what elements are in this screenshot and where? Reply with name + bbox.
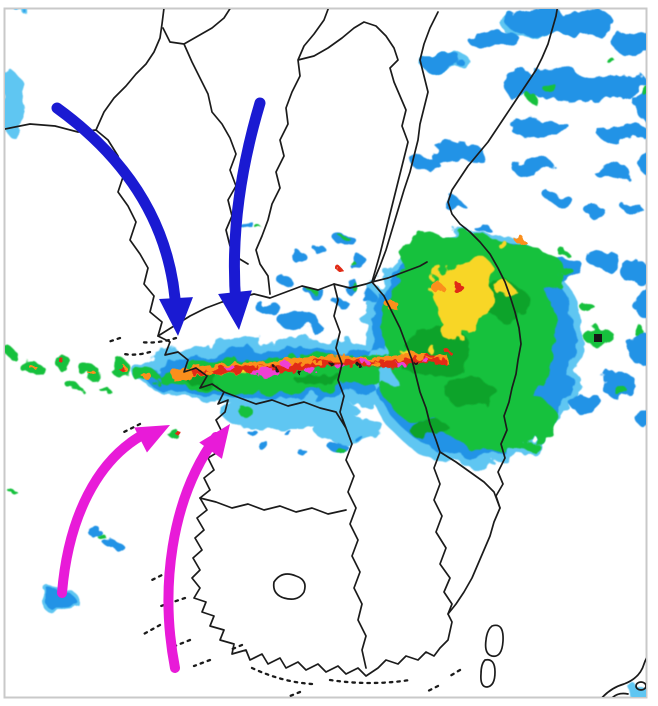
echo-layer-yellow xyxy=(181,238,514,375)
magenta-arrow-west-shaft xyxy=(57,427,153,598)
japan-coast-corner xyxy=(601,657,646,697)
warm-air-arrows xyxy=(57,424,230,673)
south-province-borders xyxy=(199,281,501,669)
magenta-arrow-east-head-icon xyxy=(199,424,230,459)
tsushima-island-outline xyxy=(480,624,504,688)
map-frame-border xyxy=(3,7,648,699)
echo-layer-green xyxy=(5,57,646,540)
magenta-arrow-west-head-icon xyxy=(134,425,170,453)
dmz-border xyxy=(157,261,428,337)
blue-arrow-west-shaft xyxy=(51,102,182,318)
blue-arrow-east-shaft xyxy=(228,97,266,311)
map-borders xyxy=(5,9,646,697)
coastline xyxy=(5,9,559,677)
blue-arrow-west-head-icon xyxy=(159,297,193,336)
echo-layer-magenta xyxy=(225,358,429,377)
blue-arrow-east-head-icon xyxy=(218,290,252,330)
north-province-borders xyxy=(162,9,439,295)
echo-layer-dark-green xyxy=(182,282,527,440)
cold-air-arrows xyxy=(51,97,266,336)
magenta-arrow-east-shaft xyxy=(163,432,221,673)
island-dot-chains xyxy=(106,336,462,697)
map-marker-square xyxy=(594,334,602,342)
yalu-border xyxy=(95,9,165,131)
flow-arrows xyxy=(51,97,266,673)
